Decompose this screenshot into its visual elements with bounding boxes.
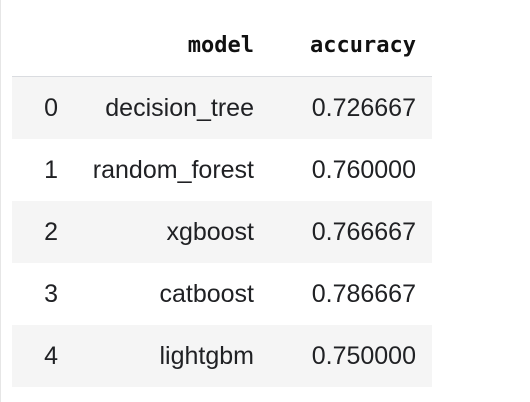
accuracy-cell: 0.766667 <box>254 201 432 263</box>
model-cell: xgboost <box>58 201 254 263</box>
model-cell: random_forest <box>58 139 254 201</box>
row-index: 0 <box>12 76 58 139</box>
row-index: 3 <box>12 263 58 325</box>
table-row: 4 lightgbm 0.750000 <box>12 325 432 387</box>
row-index: 1 <box>12 139 58 201</box>
accuracy-cell: 0.750000 <box>254 325 432 387</box>
accuracy-cell: 0.760000 <box>254 139 432 201</box>
model-cell: catboost <box>58 263 254 325</box>
accuracy-cell: 0.786667 <box>254 263 432 325</box>
model-cell: decision_tree <box>58 76 254 139</box>
column-header-model: model <box>58 14 254 77</box>
column-header-accuracy: accuracy <box>254 14 432 77</box>
table-header: model accuracy <box>12 14 432 77</box>
table-row: 0 decision_tree 0.726667 <box>12 76 432 139</box>
row-index: 2 <box>12 201 58 263</box>
index-header <box>12 14 58 77</box>
results-table: model accuracy 0 decision_tree 0.726667 … <box>12 14 432 387</box>
table-row: 3 catboost 0.786667 <box>12 263 432 325</box>
cell-left-border <box>0 0 1 402</box>
accuracy-cell: 0.726667 <box>254 76 432 139</box>
table-row: 2 xgboost 0.766667 <box>12 201 432 263</box>
header-row: model accuracy <box>12 14 432 77</box>
table-row: 1 random_forest 0.760000 <box>12 139 432 201</box>
table-body: 0 decision_tree 0.726667 1 random_forest… <box>12 76 432 387</box>
model-cell: lightgbm <box>58 325 254 387</box>
row-index: 4 <box>12 325 58 387</box>
